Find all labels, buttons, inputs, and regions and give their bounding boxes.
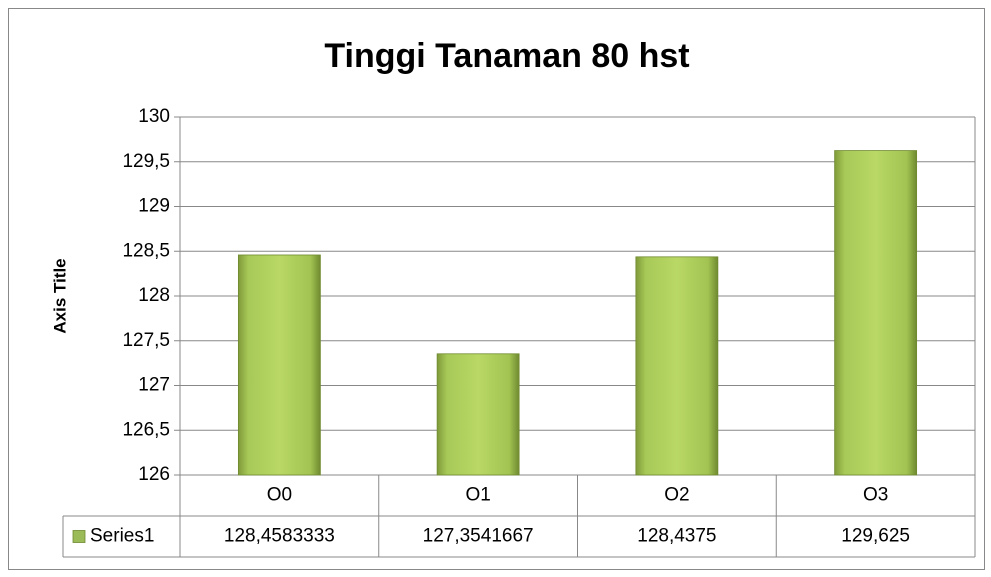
chart-border (8, 8, 985, 570)
bar (834, 150, 918, 476)
y-tick-label: 130 (138, 106, 170, 127)
data-table-value: 127,3541667 (423, 526, 534, 547)
legend-label: Series1 (90, 526, 154, 547)
y-tick-label: 127 (138, 375, 170, 396)
y-axis-title: Axis Title (50, 258, 69, 333)
legend-key (72, 530, 86, 543)
data-table-value: 129,625 (841, 526, 910, 547)
bar (635, 256, 719, 476)
y-tick-label: 129 (138, 196, 170, 217)
bar (436, 353, 520, 476)
y-tick-label: 126,5 (122, 419, 170, 440)
y-tick-label: 126 (138, 464, 170, 485)
y-tick-label: 129,5 (122, 151, 170, 172)
chart-title: Tinggi Tanaman 80 hst (324, 37, 689, 75)
x-tick-label: O0 (267, 485, 292, 506)
x-tick-label: O3 (863, 485, 888, 506)
x-tick-label: O1 (465, 485, 490, 506)
y-tick-label: 127,5 (122, 330, 170, 351)
data-table-value: 128,4375 (637, 526, 716, 547)
data-table-value: 128,4583333 (224, 526, 335, 547)
y-tick-label: 128 (138, 285, 170, 306)
x-tick-label: O2 (664, 485, 689, 506)
bar (237, 254, 321, 476)
y-tick-label: 128,5 (122, 240, 170, 261)
